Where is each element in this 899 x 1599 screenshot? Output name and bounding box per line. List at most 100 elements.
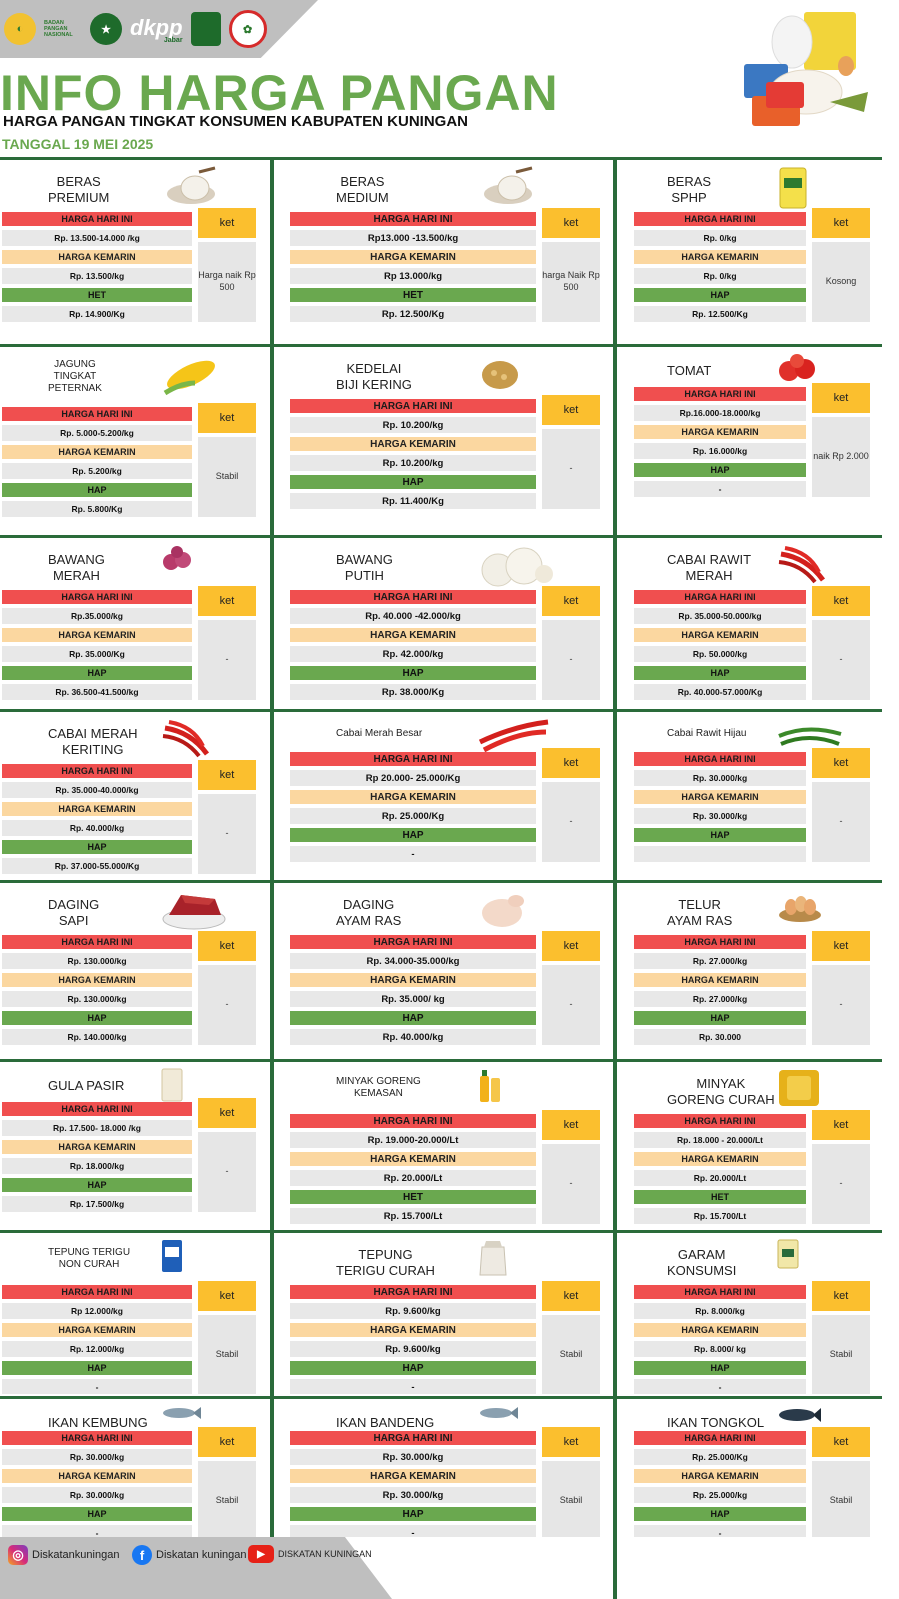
yesterday-price-value: Rp. 12.000/kg xyxy=(2,1341,192,1357)
today-price-value: Rp. 30.000/kg xyxy=(634,770,806,786)
reference-price-value: Rp. 38.000/Kg xyxy=(290,684,536,700)
divider-line xyxy=(0,1396,882,1399)
groceries-illustration-icon xyxy=(744,12,868,126)
price-card: CABAI MERAH KERITING HARGA HARI INI Rp. 35.… xyxy=(0,712,268,878)
reference-price-label: HAP xyxy=(2,1361,192,1375)
yesterday-price-label: HARGA KEMARIN xyxy=(290,437,536,451)
price-card: GARAM KONSUMSI HARGA HARI INI Rp. 8.000/kg H… xyxy=(620,1233,882,1394)
today-price-value: Rp. 17.500- 18.000 /kg xyxy=(2,1120,192,1136)
ket-note: Kosong xyxy=(812,242,870,322)
product-name-line: GARAM xyxy=(677,1247,726,1262)
ket-label: ket xyxy=(198,403,256,433)
bapanas-logo-icon: ◐ xyxy=(4,13,36,45)
ket-note: Stabil xyxy=(812,1461,870,1537)
reference-price-value: - xyxy=(2,1525,192,1537)
price-card: BERAS SPHP HARGA HARI INI Rp. 0/kg HARGA KEM… xyxy=(620,160,882,342)
kuningan-crest-icon xyxy=(190,12,221,46)
product-name-line: CABAI RAWIT xyxy=(667,552,752,567)
ket-note: Stabil xyxy=(542,1461,600,1537)
ket-label: ket xyxy=(542,208,600,238)
rice-bag-icon xyxy=(777,166,809,215)
product-name: IKAN BANDENG xyxy=(336,1415,434,1431)
product-name: Cabai Merah Besar xyxy=(336,728,422,740)
product-name-line: Cabai Rawit Hijau xyxy=(667,728,747,739)
price-card: TEPUNG TERIGU NON CURAH HARGA HARI INI Rp 1… xyxy=(0,1233,268,1394)
price-card: Cabai Merah Besar HARGA HARI INI Rp 20.000… xyxy=(276,712,612,878)
ket-note: Stabil xyxy=(198,437,256,517)
rice-sack-icon xyxy=(478,166,534,211)
yesterday-price-value: Rp. 10.200/kg xyxy=(290,455,536,471)
chicken-icon xyxy=(478,889,528,934)
yesterday-price-value: Rp. 13.500/kg xyxy=(2,268,192,284)
product-name: DAGING SAPI xyxy=(48,897,99,928)
ket-label: ket xyxy=(542,586,600,616)
yesterday-price-value: Rp. 40.000/kg xyxy=(2,820,192,836)
today-price-label: HARGA HARI INI xyxy=(290,399,536,413)
reference-price-value: Rp. 17.500/kg xyxy=(2,1196,192,1212)
today-price-label: HARGA HARI INI xyxy=(634,1285,806,1299)
divider-line xyxy=(0,535,882,538)
today-price-label: HARGA HARI INI xyxy=(2,935,192,949)
today-price-label: HARGA HARI INI xyxy=(2,1102,192,1116)
product-name-line: SPHP xyxy=(671,189,707,205)
product-name: IKAN KEMBUNG xyxy=(48,1415,148,1431)
reference-price-label: HET xyxy=(290,1190,536,1204)
product-name: BAWANG MERAH xyxy=(48,552,105,583)
youtube-link[interactable]: ▶ DISKATAN KUNINGAN xyxy=(248,1545,372,1563)
reference-price-label: HAP xyxy=(2,1178,192,1192)
tuna-icon xyxy=(777,1405,821,1430)
instagram-link[interactable]: ◎ Diskatankuningan xyxy=(8,1545,119,1565)
ket-label: ket xyxy=(198,1098,256,1128)
yesterday-price-value: Rp. 16.000/kg xyxy=(634,443,806,459)
divider-line xyxy=(613,157,617,1599)
reference-price-label: HAP xyxy=(634,828,806,842)
yesterday-price-value: Rp. 5.200/kg xyxy=(2,463,192,479)
ket-note: - xyxy=(542,1144,600,1224)
today-price-label: HARGA HARI INI xyxy=(2,212,192,226)
ket-note: - xyxy=(198,794,256,874)
product-name-line: JAGUNG xyxy=(54,359,96,370)
price-card: BERAS MEDIUM HARGA HARI INI Rp13.000 -13.50… xyxy=(276,160,612,342)
ket-note: - xyxy=(812,965,870,1045)
chili-icon xyxy=(161,718,211,763)
reference-price-value: Rp. 12.500/Kg xyxy=(290,306,536,322)
yesterday-price-value: Rp. 50.000/kg xyxy=(634,646,806,662)
ket-label: ket xyxy=(198,1281,256,1311)
ket-note: Harga naik Rp 500 xyxy=(198,242,256,322)
yesterday-price-value: Rp. 27.000/kg xyxy=(634,991,806,1007)
reference-price-value: Rp. 40.000/kg xyxy=(290,1029,536,1045)
reference-price-value: Rp. 36.500-41.500/kg xyxy=(2,684,192,700)
ket-note: - xyxy=(198,965,256,1045)
ket-label: ket xyxy=(812,1110,870,1140)
product-name-line: TINGKAT xyxy=(53,371,97,382)
today-price-value: Rp. 35.000-40.000/kg xyxy=(2,782,192,798)
divider-line xyxy=(0,157,882,160)
yesterday-price-value: Rp. 20.000/Lt xyxy=(634,1170,806,1186)
reference-price-value: Rp. 15.700/Lt xyxy=(290,1208,536,1224)
yesterday-price-label: HARGA KEMARIN xyxy=(634,425,806,439)
logo-strip: ◐ BADAN PANGAN NASIONAL ★ dkpp Jabar ✿ xyxy=(4,10,267,48)
product-name-line: PETERNAK xyxy=(48,383,102,394)
reference-price-label: HAP xyxy=(2,1011,192,1025)
reference-price-value: Rp. 15.700/Lt xyxy=(634,1208,806,1224)
ket-label: ket xyxy=(542,1427,600,1457)
product-name-line: PUTIH xyxy=(344,567,384,583)
reference-price-value: - xyxy=(634,1525,806,1537)
today-price-label: HARGA HARI INI xyxy=(290,1114,536,1128)
ket-note: - xyxy=(542,782,600,862)
yesterday-price-label: HARGA KEMARIN xyxy=(2,445,192,459)
today-price-label: HARGA HARI INI xyxy=(290,752,536,766)
reference-price-label: HAP xyxy=(634,288,806,302)
ket-label: ket xyxy=(812,1281,870,1311)
reference-price-label: HAP xyxy=(2,666,192,680)
yesterday-price-label: HARGA KEMARIN xyxy=(2,1323,192,1337)
yesterday-price-value: Rp. 30.000/kg xyxy=(634,808,806,824)
product-name: BERAS MEDIUM xyxy=(336,174,389,205)
reference-price-label: HAP xyxy=(634,1011,806,1025)
facebook-link[interactable]: f Diskatan kuningan xyxy=(132,1545,247,1565)
today-price-label: HARGA HARI INI xyxy=(290,212,536,226)
ket-note: Stabil xyxy=(812,1315,870,1394)
ket-label: ket xyxy=(542,931,600,961)
product-name-line: TERIGU CURAH xyxy=(336,1262,435,1278)
price-card: IKAN BANDENG HARGA HARI INI Rp. 30.000/kg H… xyxy=(276,1399,612,1537)
